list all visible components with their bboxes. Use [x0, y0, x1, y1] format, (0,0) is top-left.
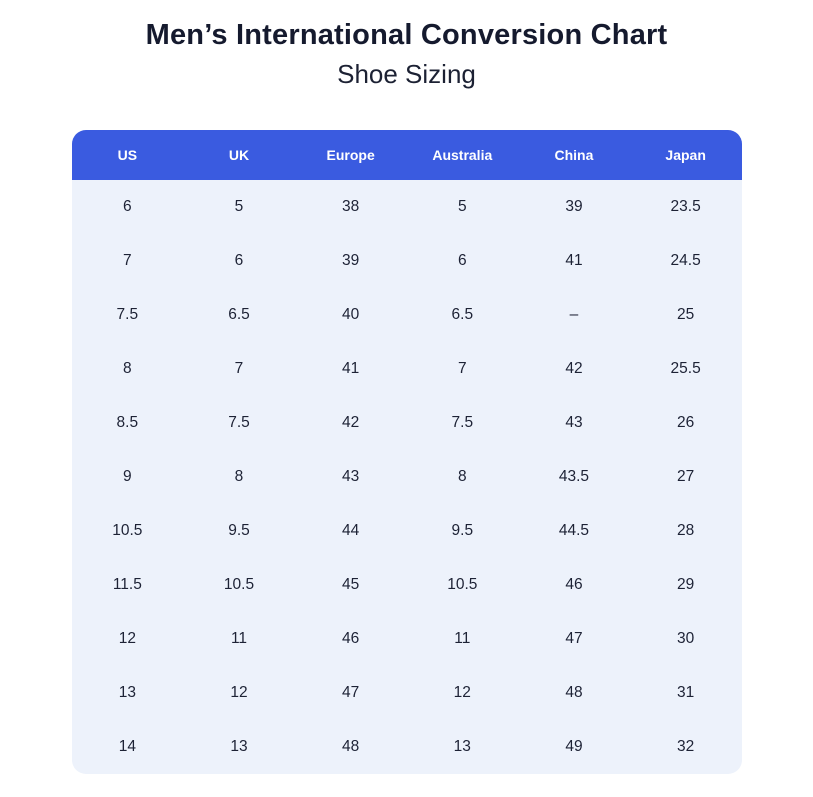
table-cell: 38: [294, 179, 407, 234]
table-cell: 24.5: [629, 233, 742, 288]
table-cell: 43: [518, 395, 630, 450]
table-cell: 29: [629, 557, 742, 612]
table-row: 10.5 9.5 44 9.5 44.5 28: [71, 503, 742, 558]
table-cell: 7: [71, 233, 184, 288]
page-title: Men’s International Conversion Chart: [145, 19, 668, 51]
table-header: US UK Europe Australia China Japan: [71, 129, 742, 180]
column-header: Europe: [294, 129, 407, 180]
table-cell: 13: [183, 719, 295, 774]
table-cell: 39: [294, 233, 407, 288]
table-cell: 13: [406, 719, 519, 774]
table-cell: 7: [183, 341, 295, 396]
table-row: 7.5 6.5 40 6.5–25: [71, 287, 742, 342]
table-cell: 48: [294, 719, 407, 774]
table-cell: 9.5: [183, 503, 295, 558]
table-cell: 7.5: [71, 287, 184, 342]
table-cell: 46: [294, 611, 407, 666]
table-cell: 6.5: [406, 287, 519, 342]
table-cell: 42: [294, 395, 407, 450]
table-cell: 48: [518, 665, 630, 720]
table-cell: 41: [294, 341, 407, 396]
table-row: 13 12 47 12 48 31: [71, 665, 742, 720]
table-row: 8 7 41 7 42 25.5: [71, 341, 742, 396]
table-cell: 40: [294, 287, 407, 342]
table-cell: 6.5: [183, 287, 295, 342]
table-cell: 10.5: [71, 503, 184, 558]
table-cell: 42: [518, 341, 630, 396]
table-row: 12 11 46 11 47 30: [71, 611, 742, 666]
table-cell: 45: [294, 557, 407, 612]
table-cell: 13: [71, 665, 184, 720]
table-cell: 8: [406, 449, 519, 504]
table-cell: 39: [518, 179, 630, 234]
table-cell: 6: [406, 233, 519, 288]
table-cell: 12: [406, 665, 519, 720]
table-cell: 7.5: [406, 395, 519, 450]
table-cell: 46: [518, 557, 630, 612]
table-cell: 11: [406, 611, 519, 666]
table-cell: 44.5: [518, 503, 630, 558]
table-cell: 7.5: [183, 395, 295, 450]
table-cell: 27: [629, 449, 742, 504]
conversion-table: US UK Europe Australia China Japan 6 5 38 5 39 23.…: [71, 129, 742, 774]
table-cell: 9.5: [406, 503, 519, 558]
table-cell: 9: [71, 449, 184, 504]
table-row: 14 13 48 13 49 32: [71, 719, 742, 774]
column-header: UK: [183, 129, 295, 180]
table-cell: 26: [629, 395, 742, 450]
table-cell: 31: [629, 665, 742, 720]
table-cell: 11: [183, 611, 295, 666]
column-header: Japan: [629, 129, 742, 180]
column-header: China: [518, 129, 630, 180]
table-cell: 14: [71, 719, 184, 774]
table-body: 6 5 38 5 39 23.5 7 6 39 6 41 24.5 7.5 6.5 40 6.5–25 8 7 41…: [71, 179, 742, 774]
table-cell: 8.5: [71, 395, 184, 450]
table-cell: 23.5: [629, 179, 742, 234]
table-cell: 10.5: [183, 557, 295, 612]
table-cell: 41: [518, 233, 630, 288]
table-cell: 43.5: [518, 449, 630, 504]
table-cell: 5: [183, 179, 295, 234]
column-header: US: [71, 129, 184, 180]
header-row: US UK Europe Australia China Japan: [71, 129, 742, 180]
column-header: Australia: [406, 129, 519, 180]
table-cell: 30: [629, 611, 742, 666]
table-cell: 5: [406, 179, 519, 234]
table-cell: 28: [629, 503, 742, 558]
table-cell: 32: [629, 719, 742, 774]
table-cell: 12: [183, 665, 295, 720]
table-cell: 49: [518, 719, 630, 774]
table-row: 8.5 7.5 42 7.5 43 26: [71, 395, 742, 450]
table-cell: 47: [294, 665, 407, 720]
table-row: 6 5 38 5 39 23.5: [71, 179, 742, 234]
table-cell: 8: [183, 449, 295, 504]
table-cell: 47: [518, 611, 630, 666]
table-cell: 43: [294, 449, 407, 504]
table-cell: –: [518, 287, 630, 342]
table-cell: 12: [71, 611, 184, 666]
conversion-table-container: US UK Europe Australia China Japan 6 5 38 5 39 23.…: [71, 129, 742, 774]
table-cell: 6: [183, 233, 295, 288]
page-subtitle: Shoe Sizing: [337, 58, 476, 89]
table-cell: 44: [294, 503, 407, 558]
table-cell: 25: [629, 287, 742, 342]
table-cell: 11.5: [71, 557, 184, 612]
table-cell: 25.5: [629, 341, 742, 396]
table-cell: 10.5: [406, 557, 519, 612]
table-cell: 7: [406, 341, 519, 396]
table-row: 9 8 43 8 43.5 27: [71, 449, 742, 504]
table-cell: 8: [71, 341, 184, 396]
table-row: 7 6 39 6 41 24.5: [71, 233, 742, 288]
table-row: 11.5 10.5 45 10.5 46 29: [71, 557, 742, 612]
table-cell: 6: [71, 179, 184, 234]
